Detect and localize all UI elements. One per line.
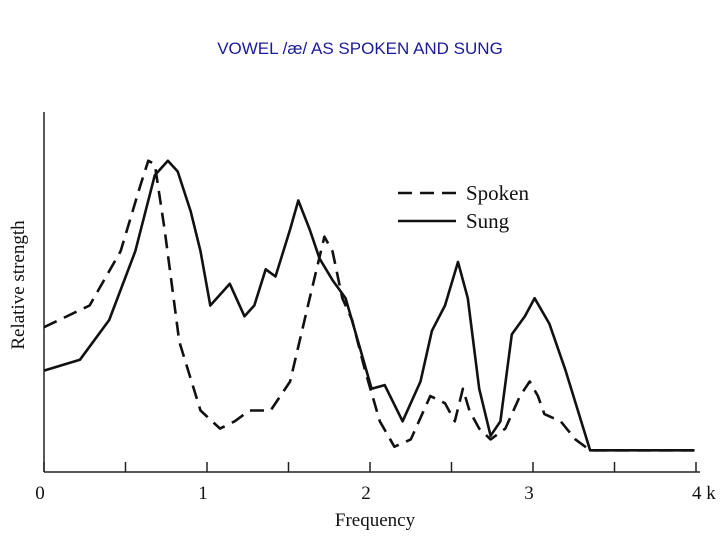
series-line: [43, 159, 695, 452]
chart-title: VOWEL /æ/ AS SPOKEN AND SUNG: [217, 39, 503, 58]
series-line: [43, 159, 695, 452]
legend: Spoken Sung: [398, 181, 530, 233]
x-tick-label: 4 k: [692, 483, 716, 504]
legend-label: Sung: [466, 209, 510, 233]
legend-label: Spoken: [466, 181, 530, 205]
x-tick-label: 0: [35, 483, 45, 504]
x-tick-label: 2: [361, 483, 371, 504]
x-tick-label: 1: [198, 483, 208, 504]
x-axis-label: Frequency: [335, 510, 416, 531]
x-tick-label: 3: [524, 483, 534, 504]
y-axis-label: Relative strength: [8, 220, 29, 350]
